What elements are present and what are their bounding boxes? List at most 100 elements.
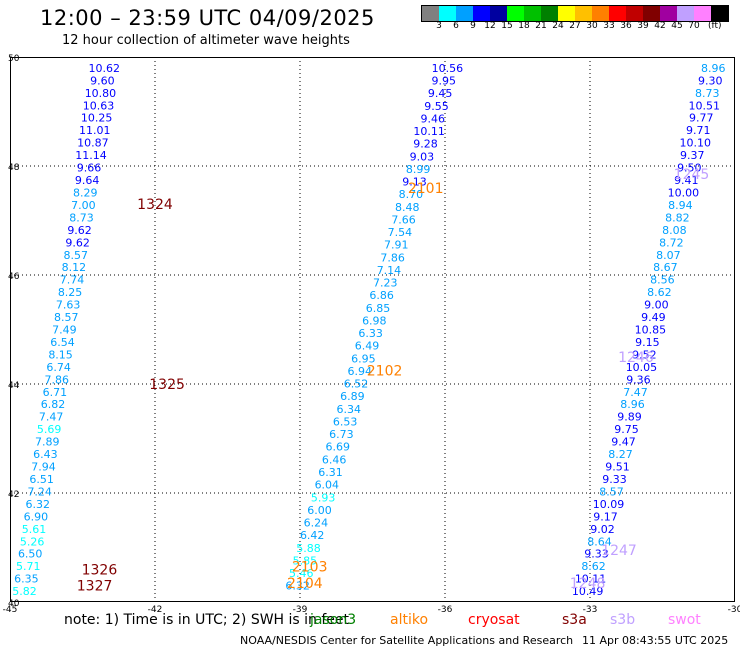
wave-height-label: 6.95: [351, 352, 376, 365]
pass-label: 1247: [601, 543, 637, 559]
wave-height-label: 10.56: [432, 62, 464, 75]
pass-label: 1326: [82, 562, 118, 578]
colorbar-tick-label: 15: [501, 21, 513, 31]
wave-height-label: 6.94: [347, 365, 372, 378]
wave-height-label: 9.37: [680, 149, 705, 162]
wave-height-label: 6.00: [307, 504, 332, 517]
colorbar-swatch: [643, 6, 660, 21]
wave-height-label: 10.05: [626, 361, 658, 374]
wave-height-label: 10.25: [81, 112, 113, 125]
wave-height-label: 6.49: [355, 340, 380, 353]
wave-height-label: 7.24: [27, 485, 52, 498]
wave-height-label: 10.00: [668, 186, 700, 199]
y-tick-label: 48: [8, 163, 20, 173]
y-tick-label: 40: [8, 599, 20, 609]
pass-label: 2103: [292, 560, 328, 576]
pass-label: 1245: [674, 167, 710, 183]
wave-height-label: 5.85: [293, 554, 318, 567]
wave-height-label: 5.88: [296, 542, 321, 555]
wave-height-label: 8.96: [620, 398, 645, 411]
legend-item-cryosat: cryosat: [468, 612, 520, 628]
wave-height-label: 6.85: [366, 302, 391, 315]
wave-height-label: 7.94: [31, 461, 56, 474]
pass-label: 1324: [137, 197, 173, 213]
wave-height-label: 8.73: [695, 87, 720, 100]
wave-height-label: 7.14: [377, 264, 402, 277]
wave-height-plot: -45 -42 -39 -36 -33 -3040424446485010.629.601…: [3, 54, 740, 615]
wave-height-label: 8.67: [653, 261, 678, 274]
wave-height-label: 9.75: [614, 423, 639, 436]
wave-height-label: 6.31: [318, 466, 343, 479]
y-tick-label: 42: [8, 490, 19, 500]
wave-height-label: 6.74: [46, 361, 71, 374]
wave-height-label: 9.77: [689, 112, 714, 125]
colorbar-labels: 3 6 9 12 15 18 21 24 27 30 33 36 39 42 45 70: [421, 21, 727, 33]
wave-height-label: 6.53: [333, 415, 358, 428]
wave-height-label: 8.70: [399, 188, 424, 201]
wave-height-label: 10.09: [593, 498, 625, 511]
colorbar: [421, 5, 729, 22]
wave-height-label: 9.71: [686, 124, 711, 137]
wave-height-label: 5.69: [37, 423, 62, 436]
wave-height-label: 8.57: [64, 249, 89, 262]
wave-height-label: 9.51: [605, 461, 630, 474]
wave-height-label: 7.63: [56, 299, 81, 312]
wave-height-label: 8.99: [406, 163, 431, 176]
wave-height-label: 8.62: [647, 286, 672, 299]
wave-height-label: 10.10: [680, 137, 712, 150]
wave-height-label: 9.13: [402, 176, 427, 189]
colorbar-swatch: [677, 6, 694, 21]
wave-height-label: 6.69: [326, 441, 351, 454]
wave-height-label: 9.62: [67, 224, 92, 237]
colorbar-tick-label: 9: [470, 21, 476, 31]
wave-height-label: 5.82: [12, 585, 37, 598]
colorbar-tick-label: 24: [552, 21, 564, 31]
wave-height-label: 6.24: [304, 517, 329, 530]
wave-height-label: 10.51: [689, 99, 721, 112]
legend-item-s3a: s3a: [562, 612, 587, 628]
colorbar-swatch: [592, 6, 609, 21]
wave-height-label: 7.74: [60, 274, 85, 287]
colorbar-tick-label: 45: [671, 21, 683, 31]
y-tick-label: 50: [8, 54, 20, 64]
wave-height-label: 8.82: [665, 211, 690, 224]
wave-height-label: 10.85: [635, 324, 667, 337]
wave-height-label: 9.41: [674, 174, 699, 187]
wave-height-label: 5.71: [16, 560, 41, 573]
wave-height-label: 7.47: [623, 386, 648, 399]
x-tick-label: -33: [583, 605, 598, 615]
colorbar-swatch: [711, 6, 728, 21]
colorbar-swatch: [660, 6, 677, 21]
colorbar-tick-label: 39: [637, 21, 649, 31]
footer-timestamp: 11 Apr 08:43:55 UTC 2025: [582, 634, 729, 647]
wave-height-label: 9.47: [611, 436, 636, 449]
wave-height-label: 9.33: [602, 473, 627, 486]
wave-height-label: 9.49: [641, 311, 666, 324]
wave-height-label: 6.51: [29, 473, 54, 486]
colorbar-swatch: [609, 6, 626, 21]
wave-height-label: 6.43: [33, 448, 58, 461]
colorbar-tick-label: 3: [436, 21, 442, 31]
wave-height-label: 6.32: [26, 498, 51, 511]
wave-height-label: 6.82: [41, 398, 66, 411]
colorbar-swatch: [422, 6, 439, 21]
wave-height-label: 9.36: [626, 373, 651, 386]
plot-frame: [10, 57, 735, 602]
wave-height-label: 9.03: [410, 150, 435, 163]
wave-height-label: 10.80: [85, 87, 117, 100]
colorbar-tick-label: 33: [603, 21, 615, 31]
colorbar-swatch: [694, 6, 711, 21]
colorbar-tick-label: 70: [688, 21, 700, 31]
wave-height-label: 7.91: [384, 239, 409, 252]
x-tick-label: -42: [148, 605, 163, 615]
pass-label: 2101: [408, 181, 444, 197]
wave-height-label: 8.27: [608, 448, 633, 461]
wave-height-label: 6.54: [50, 336, 75, 349]
colorbar-swatch: [575, 6, 592, 21]
wave-height-label: 6.52: [344, 378, 369, 391]
wave-height-label: 8.94: [668, 199, 693, 212]
colorbar-tick-label: 21: [535, 21, 547, 31]
footer-credit: NOAA/NESDIS Center for Satellite Applica…: [240, 634, 574, 647]
colorbar-tick-label: 36: [620, 21, 632, 31]
wave-height-label: 10.11: [413, 125, 445, 138]
